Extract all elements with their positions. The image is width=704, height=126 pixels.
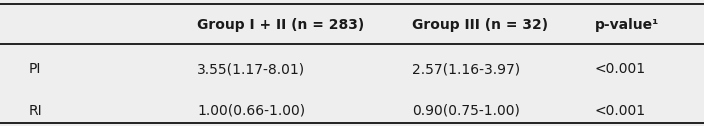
Text: Group I + II (n = 283): Group I + II (n = 283): [197, 18, 365, 32]
Text: PI: PI: [28, 62, 41, 76]
Text: RI: RI: [28, 104, 42, 118]
Text: 2.57(1.16-3.97): 2.57(1.16-3.97): [412, 62, 520, 76]
Text: p-value¹: p-value¹: [595, 18, 659, 32]
Text: 0.90(0.75-1.00): 0.90(0.75-1.00): [412, 104, 520, 118]
Text: Group III (n = 32): Group III (n = 32): [412, 18, 548, 32]
Text: <0.001: <0.001: [595, 62, 646, 76]
Text: <0.001: <0.001: [595, 104, 646, 118]
Text: 3.55(1.17-8.01): 3.55(1.17-8.01): [197, 62, 306, 76]
Text: 1.00(0.66-1.00): 1.00(0.66-1.00): [197, 104, 306, 118]
